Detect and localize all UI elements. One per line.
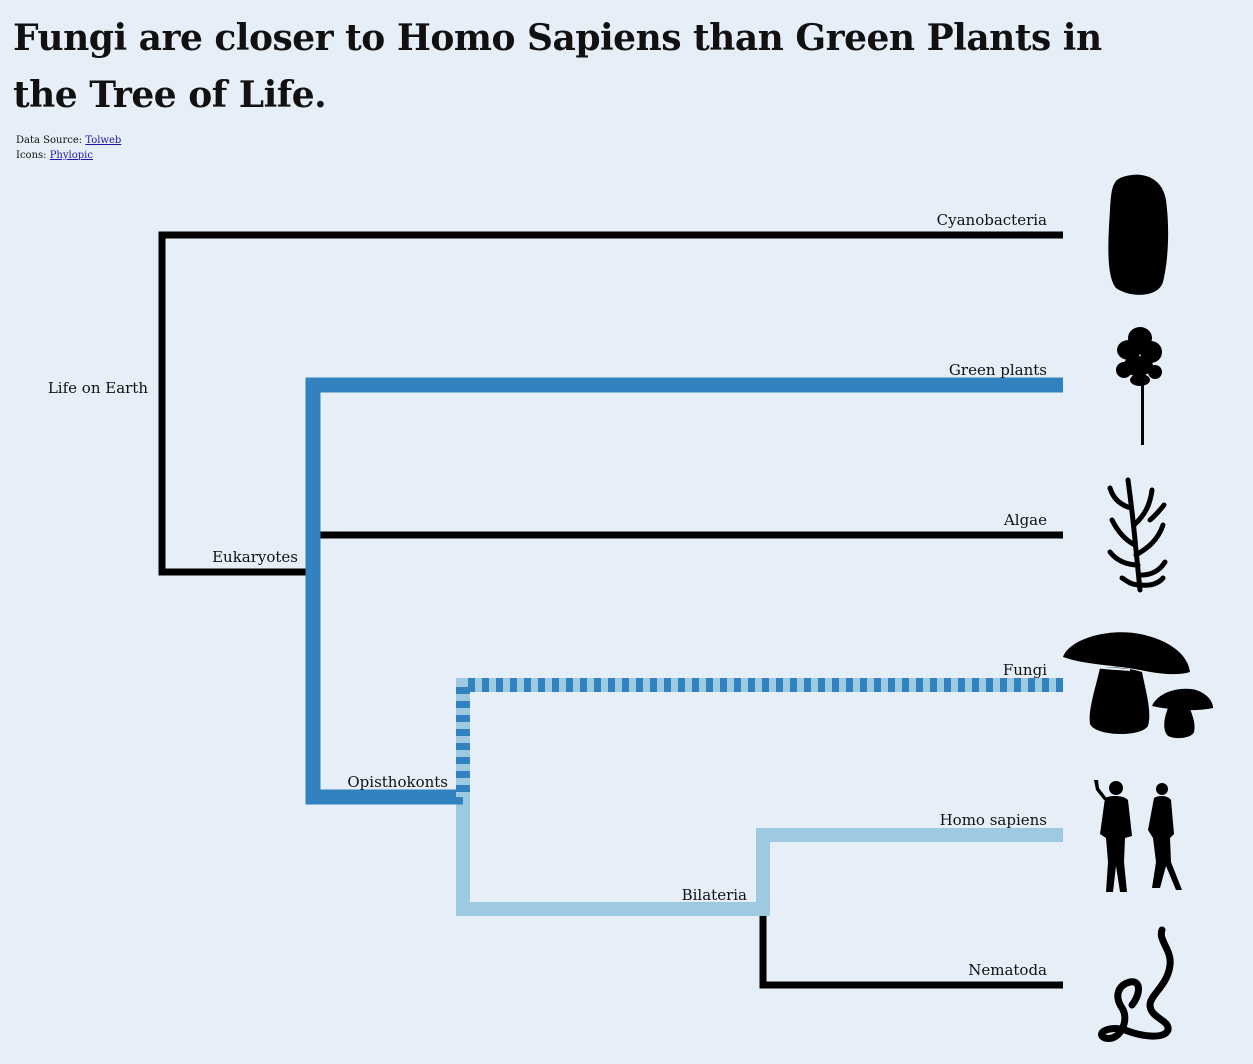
icons-source-line: Icons: Phylopic <box>16 148 121 163</box>
leaf-label: Algae <box>1003 511 1047 529</box>
bacterium-icon <box>1108 174 1169 295</box>
fungi-branch <box>456 678 1063 797</box>
node-life-label: Life on Earth <box>48 379 149 397</box>
worm-icon <box>1098 926 1174 1042</box>
leaf-label: Homo sapiens <box>940 811 1047 829</box>
icons-source-prefix: Icons: <box>16 150 47 161</box>
sources: Data Source: Tolweb Icons: Phylopic <box>16 133 121 163</box>
nematoda-branch <box>759 910 1063 989</box>
node-opisthokonts-label: Opisthokonts <box>347 773 448 791</box>
node-bilateria-label: Bilateria <box>682 886 747 904</box>
homo-sapiens-branch <box>456 797 1063 916</box>
root-branch <box>158 231 1063 576</box>
leaf-label: Green plants <box>949 361 1047 379</box>
humans-icon <box>1094 780 1182 892</box>
phylopic-link[interactable]: Phylopic <box>49 150 93 161</box>
leaf-label: Nematoda <box>968 961 1047 979</box>
seaweed-icon <box>1107 477 1168 593</box>
leaf-label: Fungi <box>1003 661 1047 679</box>
mushroom-icon <box>1063 632 1213 739</box>
tree-icon <box>1116 327 1162 445</box>
node-eukaryotes-label: Eukaryotes <box>212 548 298 566</box>
green-plants-branch <box>305 377 1063 805</box>
page-title: Fungi are closer to Homo Sapiens than Gr… <box>13 17 1102 116</box>
data-source-line: Data Source: Tolweb <box>16 133 121 148</box>
leaf-label: Cyanobacteria <box>937 211 1047 229</box>
tolweb-link[interactable]: Tolweb <box>85 135 122 146</box>
data-source-prefix: Data Source: <box>16 135 83 146</box>
